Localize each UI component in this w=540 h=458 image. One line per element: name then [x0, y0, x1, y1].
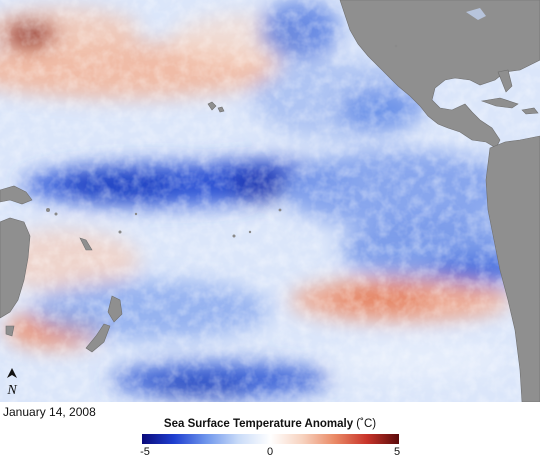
new-guinea — [0, 185, 33, 205]
north-america — [339, 0, 540, 149]
color-scale-bar — [142, 434, 399, 444]
legend-title: Sea Surface Temperature Anomaly (˚C) — [0, 418, 540, 430]
land-masses — [0, 0, 540, 402]
legend-title-text: Sea Surface Temperature Anomaly — [163, 418, 354, 430]
hispaniola — [521, 107, 539, 115]
date-label: January 14, 2008 — [3, 405, 96, 419]
hawaii — [207, 101, 217, 111]
tasmania — [5, 325, 15, 337]
north-arrow-icon: N — [6, 368, 17, 397]
scale-min-label: -5 — [140, 446, 150, 458]
south-america — [485, 135, 540, 402]
north-letter: N — [6, 383, 17, 397]
florida — [497, 69, 513, 93]
legend-unit: (˚C) — [356, 418, 377, 430]
hawaii-2 — [217, 106, 225, 113]
new-caledonia — [79, 237, 93, 251]
cuba — [480, 97, 519, 109]
sst-anomaly-map — [0, 0, 540, 402]
australia — [0, 217, 31, 319]
scale-max-label: 5 — [393, 446, 401, 458]
great-lakes — [466, 8, 486, 20]
island-dots — [46, 44, 398, 238]
scale-mid-label: 0 — [266, 446, 274, 458]
new-zealand-north — [107, 295, 123, 323]
new-zealand-south — [85, 323, 111, 353]
